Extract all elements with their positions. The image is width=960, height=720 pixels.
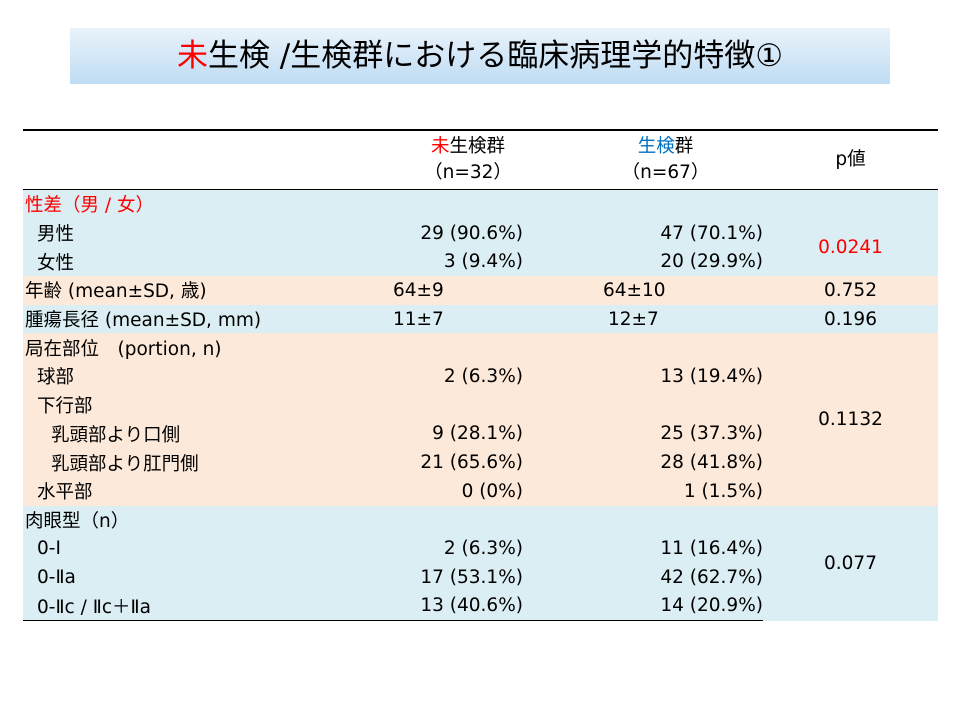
size-biopsy: 12±7: [568, 304, 763, 334]
male-biopsy: 47 (70.1%): [660, 222, 763, 244]
size-label: 腫瘍長径 (mean±SD, mm): [23, 304, 368, 334]
horizontal-non-biopsy: 0 (0%): [368, 476, 568, 506]
header-bio-prefix: 生検: [637, 136, 675, 157]
clinicopathology-table: 未生検群 （n=32） 生検群 （n=67） p値 性差（男 / 女） 男性 29 …: [23, 129, 938, 622]
header-bio-n: （n=67）: [621, 162, 710, 183]
horizontal-label: 水平部: [23, 476, 368, 506]
table-row: 下行部: [23, 390, 938, 420]
macro-pvalue: 0.077: [763, 505, 938, 621]
age-label: 年齢 (mean±SD, 歳): [23, 276, 368, 305]
female-non-biopsy: 3 (9.4%): [368, 247, 568, 277]
table-row: 水平部 0 (0%) 1 (1.5%): [23, 476, 938, 506]
type-0-i-non-biopsy: 2 (6.3%): [368, 534, 568, 563]
type-0-iia-non-biopsy: 17 (53.1%): [368, 562, 568, 592]
type-0-iic-non-biopsy: 13 (40.6%): [368, 591, 568, 622]
title-prefix: 未: [176, 38, 208, 74]
oral-side-label: 乳頭部より口側: [23, 419, 368, 449]
table-header-row: 未生検群 （n=32） 生検群 （n=67） p値: [23, 129, 938, 190]
male-label: 男性: [23, 218, 368, 248]
anal-non-biopsy: 21 (65.6%): [368, 448, 568, 477]
female-biopsy: 20 (29.9%): [660, 251, 763, 273]
size-pvalue: 0.196: [763, 304, 938, 334]
type-0-iia-label: 0-Ⅱa: [23, 562, 368, 592]
table-row: 0-Ⅰ 2 (6.3%) 11 (16.4%): [23, 534, 938, 563]
table-row: 腫瘍長径 (mean±SD, mm) 11±7 12±7 0.196: [23, 304, 938, 334]
female-label: 女性: [23, 247, 368, 277]
header-non-biopsy: 未生検群 （n=32）: [368, 129, 568, 190]
header-bio-label: 群: [674, 136, 694, 157]
table-row: 乳頭部より肛門側 21 (65.6%) 28 (41.8%): [23, 448, 938, 477]
oral-biopsy: 25 (37.3%): [660, 423, 763, 445]
location-label: 局在部位 (portion, n): [23, 333, 368, 363]
table-row: 年齢 (mean±SD, 歳) 64±9 64±10 0.752: [23, 276, 938, 305]
size-non-biopsy: 11±7: [368, 304, 568, 334]
table-row: 男性 29 (90.6%) 47 (70.1%) 0.0241: [23, 218, 938, 277]
sex-pvalue: 0.0241: [763, 218, 938, 277]
header-biopsy: 生検群 （n=67）: [568, 129, 763, 190]
type-0-iia-biopsy: 42 (62.7%): [660, 566, 763, 588]
descending-label: 下行部: [23, 390, 368, 420]
header-non-prefix: 未: [430, 136, 450, 157]
macro-label: 肉眼型（n）: [23, 505, 368, 535]
age-biopsy: 64±10: [568, 276, 763, 305]
header-blank: [23, 129, 368, 190]
anal-biopsy: 28 (41.8%): [660, 452, 763, 474]
table-row: 球部 2 (6.3%) 13 (19.4%): [23, 362, 938, 391]
type-0-i-biopsy: 11 (16.4%): [660, 538, 763, 560]
table-row: 性差（男 / 女）: [23, 189, 938, 219]
location-pvalue: 0.1132: [763, 333, 938, 506]
table-row: 乳頭部より口側 9 (28.1%) 25 (37.3%): [23, 419, 938, 449]
bulb-biopsy: 13 (19.4%): [660, 365, 763, 387]
oral-non-biopsy: 9 (28.1%): [368, 419, 568, 449]
header-non-label: 生検群: [449, 136, 506, 157]
age-non-biopsy: 64±9: [368, 276, 568, 305]
header-non-n: （n=32）: [424, 162, 512, 183]
sex-label: 性差（男 / 女）: [23, 189, 368, 219]
anal-side-label: 乳頭部より肛門側: [23, 448, 368, 477]
male-non-biopsy: 29 (90.6%): [368, 218, 568, 248]
slide-title: 未生検 /生検群における臨床病理学的特徴①: [70, 28, 890, 84]
header-pvalue: p値: [763, 129, 938, 190]
type-0-iic-label: 0-Ⅱc / Ⅱc＋Ⅱa: [23, 591, 368, 622]
table-row: 0-Ⅱa 17 (53.1%) 42 (62.7%): [23, 562, 938, 592]
age-pvalue: 0.752: [763, 276, 938, 305]
type-0-i-label: 0-Ⅰ: [23, 534, 368, 563]
bulb-non-biopsy: 2 (6.3%): [368, 362, 568, 391]
horizontal-biopsy: 1 (1.5%): [683, 480, 763, 502]
bulb-label: 球部: [23, 362, 368, 391]
type-0-iic-biopsy: 14 (20.9%): [660, 595, 763, 617]
table-row: 局在部位 (portion, n) 0.1132: [23, 333, 938, 506]
title-text: 生検 /生検群における臨床病理学的特徴①: [207, 38, 784, 74]
table-row: 0-Ⅱc / Ⅱc＋Ⅱa 13 (40.6%) 14 (20.9%): [23, 591, 938, 622]
table-row: 女性 3 (9.4%) 20 (29.9%): [23, 247, 938, 277]
table-row: 肉眼型（n） 0.077: [23, 505, 938, 621]
